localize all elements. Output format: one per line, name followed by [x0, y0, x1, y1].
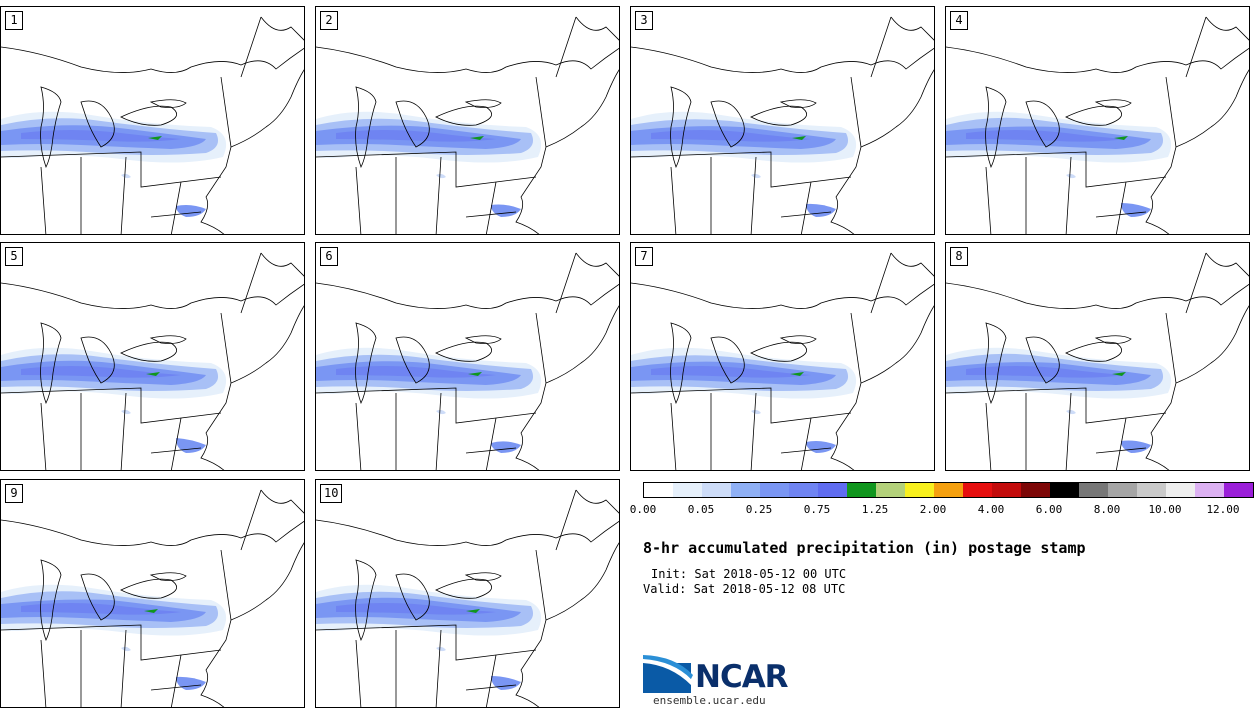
colorbar-tick-label: 2.00 — [919, 503, 947, 516]
precip-map — [1, 489, 304, 707]
colorbar-swatch — [789, 483, 818, 497]
valid-time: Valid: Sat 2018-05-12 08 UTC — [643, 582, 846, 596]
colorbar-swatch — [1166, 483, 1195, 497]
member-number-label: 10 — [320, 484, 343, 503]
colorbar-swatch — [760, 483, 789, 497]
member-panel-4: 4 — [945, 6, 1250, 235]
member-panel-6: 6 — [315, 242, 620, 471]
colorbar-tick-label: 0.05 — [687, 503, 715, 516]
member-panel-8: 8 — [945, 242, 1250, 471]
colorbar-swatch — [963, 483, 992, 497]
colorbar-tick-label: 6.00 — [1035, 503, 1063, 516]
member-number-label: 5 — [5, 247, 23, 266]
colorbar-swatch — [818, 483, 847, 497]
precip-colorbar — [643, 482, 1254, 498]
precip-map — [946, 252, 1249, 470]
colorbar-swatch — [1021, 483, 1050, 497]
colorbar-swatch — [1224, 483, 1253, 497]
member-panel-5: 5 — [0, 242, 305, 471]
member-number-label: 4 — [950, 11, 968, 30]
precip-map — [631, 16, 934, 234]
colorbar-tick-label: 8.00 — [1093, 503, 1121, 516]
colorbar-swatch — [1079, 483, 1108, 497]
colorbar-swatch — [992, 483, 1021, 497]
colorbar-tick-label: 4.00 — [977, 503, 1005, 516]
colorbar-swatch — [702, 483, 731, 497]
init-time: Init: Sat 2018-05-12 00 UTC — [651, 567, 847, 581]
member-number-label: 6 — [320, 247, 338, 266]
member-panel-1: 1 — [0, 6, 305, 235]
member-panel-7: 7 — [630, 242, 935, 471]
colorbar-tick-label: 0.75 — [803, 503, 831, 516]
colorbar-swatch — [731, 483, 760, 497]
site-url: ensemble.ucar.edu — [653, 694, 766, 707]
precip-map — [316, 489, 619, 707]
member-number-label: 7 — [635, 247, 653, 266]
colorbar-swatch — [876, 483, 905, 497]
ncar-logo-icon — [643, 655, 693, 693]
colorbar-tick-label: 0.00 — [629, 503, 657, 516]
colorbar-swatch — [1108, 483, 1137, 497]
colorbar-swatch — [1050, 483, 1079, 497]
colorbar-swatch — [644, 483, 673, 497]
colorbar-swatch — [847, 483, 876, 497]
colorbar-swatch — [673, 483, 702, 497]
colorbar-swatch — [905, 483, 934, 497]
member-number-label: 2 — [320, 11, 338, 30]
member-number-label: 8 — [950, 247, 968, 266]
member-panel-2: 2 — [315, 6, 620, 235]
precip-map — [1, 16, 304, 234]
precip-map — [316, 16, 619, 234]
member-panel-3: 3 — [630, 6, 935, 235]
colorbar-swatch — [934, 483, 963, 497]
colorbar-tick-label: 12.00 — [1206, 503, 1240, 516]
precip-map — [946, 16, 1249, 234]
precip-map — [1, 252, 304, 470]
member-panel-10: 10 — [315, 479, 620, 708]
member-panel-9: 9 — [0, 479, 305, 708]
member-number-label: 3 — [635, 11, 653, 30]
chart-title: 8-hr accumulated precipitation (in) post… — [643, 539, 1086, 557]
colorbar-tick-label: 1.25 — [861, 503, 889, 516]
logo-text: NCAR — [695, 659, 789, 695]
colorbar-swatch — [1137, 483, 1166, 497]
member-number-label: 9 — [5, 484, 23, 503]
colorbar-swatch — [1195, 483, 1224, 497]
precip-map — [631, 252, 934, 470]
colorbar-tick-label: 0.25 — [745, 503, 773, 516]
precip-map — [316, 252, 619, 470]
colorbar-tick-label: 10.00 — [1148, 503, 1182, 516]
member-number-label: 1 — [5, 11, 23, 30]
